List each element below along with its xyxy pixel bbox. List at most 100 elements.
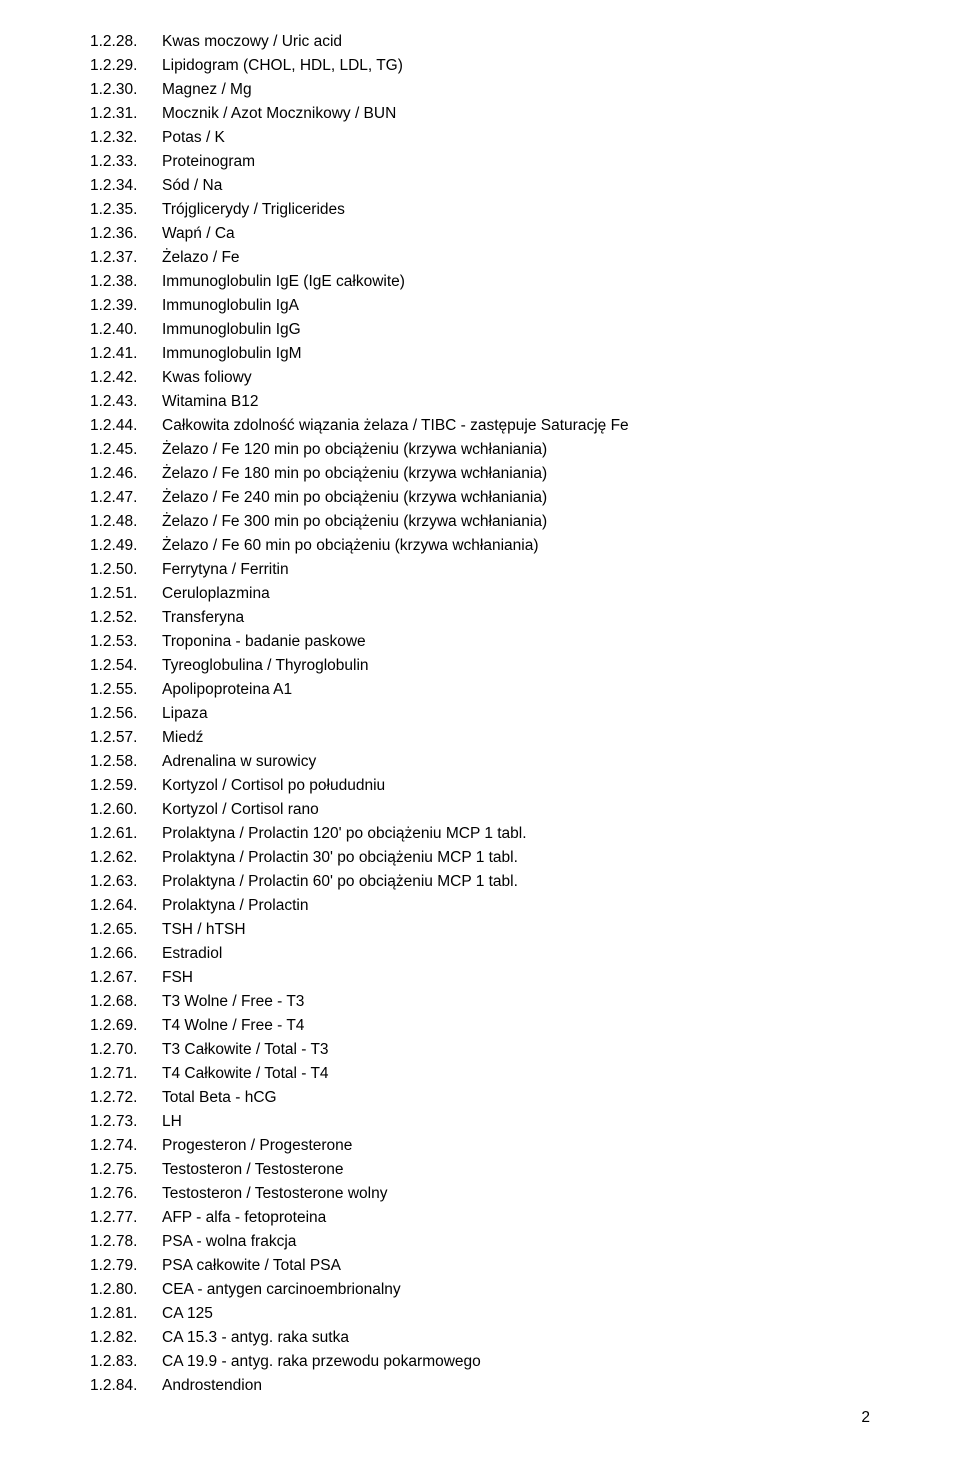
- item-number: 1.2.79.: [90, 1254, 162, 1278]
- item-number: 1.2.81.: [90, 1302, 162, 1326]
- item-number: 1.2.30.: [90, 78, 162, 102]
- item-text: CEA - antygen carcinoembrionalny: [162, 1278, 870, 1302]
- list-item: 1.2.56.Lipaza: [90, 702, 870, 726]
- item-text: Immunoglobulin IgM: [162, 342, 870, 366]
- list-item: 1.2.28.Kwas moczowy / Uric acid: [90, 30, 870, 54]
- item-number: 1.2.64.: [90, 894, 162, 918]
- list-item: 1.2.30.Magnez / Mg: [90, 78, 870, 102]
- item-text: Potas / K: [162, 126, 870, 150]
- item-number: 1.2.82.: [90, 1326, 162, 1350]
- item-number: 1.2.62.: [90, 846, 162, 870]
- item-text: T3 Wolne / Free - T3: [162, 990, 870, 1014]
- list-item: 1.2.40.Immunoglobulin IgG: [90, 318, 870, 342]
- item-number: 1.2.77.: [90, 1206, 162, 1230]
- list-item: 1.2.65.TSH / hTSH: [90, 918, 870, 942]
- list-item: 1.2.48.Żelazo / Fe 300 min po obciążeniu…: [90, 510, 870, 534]
- list-item: 1.2.63.Prolaktyna / Prolactin 60' po obc…: [90, 870, 870, 894]
- item-number: 1.2.40.: [90, 318, 162, 342]
- list-item: 1.2.66.Estradiol: [90, 942, 870, 966]
- list-item: 1.2.68.T3 Wolne / Free - T3: [90, 990, 870, 1014]
- item-number: 1.2.83.: [90, 1350, 162, 1374]
- list-item: 1.2.83.CA 19.9 - antyg. raka przewodu po…: [90, 1350, 870, 1374]
- list-item: 1.2.55.Apolipoproteina A1: [90, 678, 870, 702]
- item-text: Ceruloplazmina: [162, 582, 870, 606]
- list-item: 1.2.59.Kortyzol / Cortisol po połududniu: [90, 774, 870, 798]
- item-text: Mocznik / Azot Mocznikowy / BUN: [162, 102, 870, 126]
- list-item: 1.2.29.Lipidogram (CHOL, HDL, LDL, TG): [90, 54, 870, 78]
- item-number: 1.2.51.: [90, 582, 162, 606]
- item-number: 1.2.69.: [90, 1014, 162, 1038]
- item-number: 1.2.50.: [90, 558, 162, 582]
- item-number: 1.2.47.: [90, 486, 162, 510]
- item-text: Immunoglobulin IgG: [162, 318, 870, 342]
- item-number: 1.2.55.: [90, 678, 162, 702]
- list-item: 1.2.32.Potas / K: [90, 126, 870, 150]
- item-text: Żelazo / Fe: [162, 246, 870, 270]
- item-text: Miedź: [162, 726, 870, 750]
- item-text: Total Beta - hCG: [162, 1086, 870, 1110]
- list-item: 1.2.42.Kwas foliowy: [90, 366, 870, 390]
- list-item: 1.2.41.Immunoglobulin IgM: [90, 342, 870, 366]
- item-number: 1.2.67.: [90, 966, 162, 990]
- list-item: 1.2.76.Testosteron / Testosterone wolny: [90, 1182, 870, 1206]
- item-text: T4 Całkowite / Total - T4: [162, 1062, 870, 1086]
- item-text: Kwas moczowy / Uric acid: [162, 30, 870, 54]
- list-item: 1.2.49.Żelazo / Fe 60 min po obciążeniu …: [90, 534, 870, 558]
- item-number: 1.2.41.: [90, 342, 162, 366]
- item-text: Estradiol: [162, 942, 870, 966]
- item-text: Immunoglobulin IgA: [162, 294, 870, 318]
- item-text: T3 Całkowite / Total - T3: [162, 1038, 870, 1062]
- item-number: 1.2.56.: [90, 702, 162, 726]
- item-text: FSH: [162, 966, 870, 990]
- list-item: 1.2.60.Kortyzol / Cortisol rano: [90, 798, 870, 822]
- item-text: Lipaza: [162, 702, 870, 726]
- list-item: 1.2.57.Miedź: [90, 726, 870, 750]
- list-item: 1.2.61.Prolaktyna / Prolactin 120' po ob…: [90, 822, 870, 846]
- item-text: Sód / Na: [162, 174, 870, 198]
- item-text: LH: [162, 1110, 870, 1134]
- list-item: 1.2.73.LH: [90, 1110, 870, 1134]
- list-item: 1.2.69.T4 Wolne / Free - T4: [90, 1014, 870, 1038]
- list-item: 1.2.33.Proteinogram: [90, 150, 870, 174]
- item-number: 1.2.52.: [90, 606, 162, 630]
- list-item: 1.2.81.CA 125: [90, 1302, 870, 1326]
- item-text: Żelazo / Fe 240 min po obciążeniu (krzyw…: [162, 486, 870, 510]
- item-number: 1.2.28.: [90, 30, 162, 54]
- item-text: Trójglicerydy / Triglicerides: [162, 198, 870, 222]
- item-number: 1.2.66.: [90, 942, 162, 966]
- list-item: 1.2.43.Witamina B12: [90, 390, 870, 414]
- item-text: Prolaktyna / Prolactin 30' po obciążeniu…: [162, 846, 870, 870]
- item-number: 1.2.73.: [90, 1110, 162, 1134]
- list-item: 1.2.77.AFP - alfa - fetoproteina: [90, 1206, 870, 1230]
- item-text: Żelazo / Fe 120 min po obciążeniu (krzyw…: [162, 438, 870, 462]
- item-text: Transferyna: [162, 606, 870, 630]
- item-text: CA 15.3 - antyg. raka sutka: [162, 1326, 870, 1350]
- list-item: 1.2.47.Żelazo / Fe 240 min po obciążeniu…: [90, 486, 870, 510]
- list-item: 1.2.72.Total Beta - hCG: [90, 1086, 870, 1110]
- list-item: 1.2.44.Całkowita zdolność wiązania żelaz…: [90, 414, 870, 438]
- item-number: 1.2.45.: [90, 438, 162, 462]
- item-text: Prolaktyna / Prolactin 120' po obciążeni…: [162, 822, 870, 846]
- item-number: 1.2.39.: [90, 294, 162, 318]
- item-text: Ferrytyna / Ferritin: [162, 558, 870, 582]
- item-number: 1.2.33.: [90, 150, 162, 174]
- item-number: 1.2.68.: [90, 990, 162, 1014]
- item-text: Adrenalina w surowicy: [162, 750, 870, 774]
- item-text: Testosteron / Testosterone wolny: [162, 1182, 870, 1206]
- item-number: 1.2.53.: [90, 630, 162, 654]
- list-item: 1.2.39.Immunoglobulin IgA: [90, 294, 870, 318]
- item-number: 1.2.72.: [90, 1086, 162, 1110]
- item-text: T4 Wolne / Free - T4: [162, 1014, 870, 1038]
- item-number: 1.2.34.: [90, 174, 162, 198]
- item-text: Żelazo / Fe 180 min po obciążeniu (krzyw…: [162, 462, 870, 486]
- list-item: 1.2.38.Immunoglobulin IgE (IgE całkowite…: [90, 270, 870, 294]
- list-item: 1.2.36.Wapń / Ca: [90, 222, 870, 246]
- item-number: 1.2.60.: [90, 798, 162, 822]
- item-number: 1.2.80.: [90, 1278, 162, 1302]
- item-number: 1.2.63.: [90, 870, 162, 894]
- item-text: Testosteron / Testosterone: [162, 1158, 870, 1182]
- item-text: Troponina - badanie paskowe: [162, 630, 870, 654]
- item-text: Kortyzol / Cortisol rano: [162, 798, 870, 822]
- list-item: 1.2.78.PSA - wolna frakcja: [90, 1230, 870, 1254]
- item-number: 1.2.65.: [90, 918, 162, 942]
